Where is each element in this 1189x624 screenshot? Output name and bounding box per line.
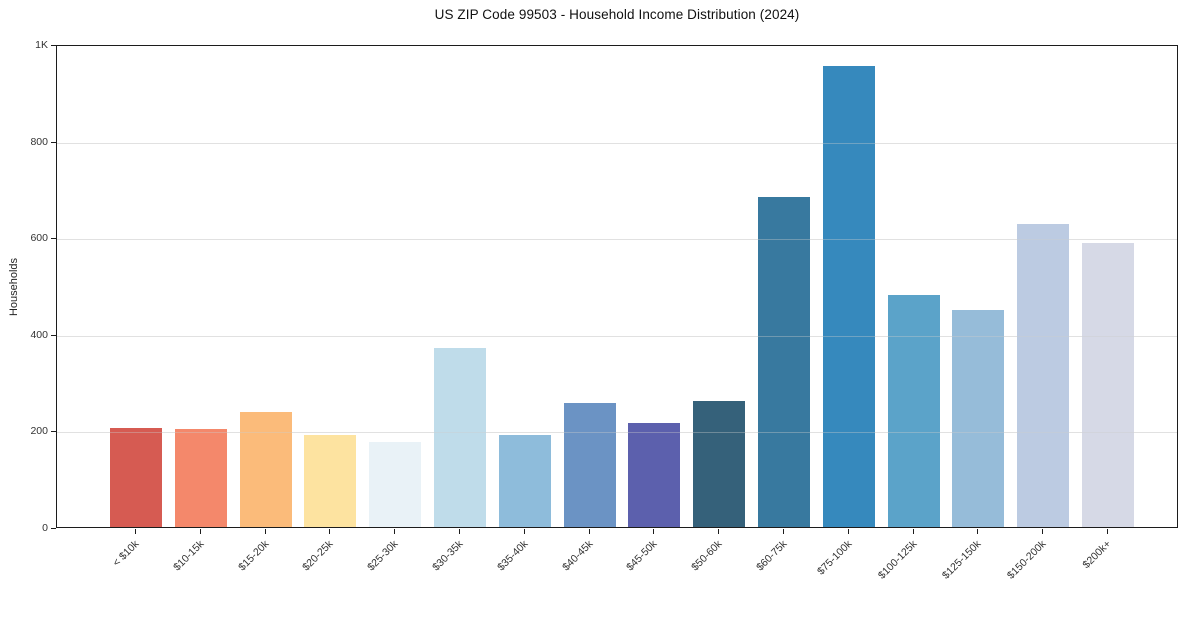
x-tick-mark [135, 529, 136, 534]
bar-20-25k [304, 434, 357, 527]
x-tick-mark [718, 529, 720, 534]
gridline [57, 335, 1177, 337]
y-tick-label: 0 [42, 522, 48, 534]
gridline [57, 432, 1177, 434]
bar-50-60k [693, 400, 746, 527]
gridline [57, 239, 1177, 241]
bar-25-30k [369, 442, 422, 527]
income-distribution-chart: US ZIP Code 99503 - Household Income Dis… [8, 7, 1178, 582]
x-tick-mark [523, 529, 525, 534]
plot-area [56, 45, 1178, 528]
x-tick-mark [783, 529, 784, 534]
x-tick-mark [977, 529, 979, 534]
chart-title: US ZIP Code 99503 - Household Income Dis… [434, 7, 800, 22]
x-tick-mark [847, 529, 849, 534]
y-tick-label: 600 [30, 232, 48, 245]
gridline [57, 239, 1177, 241]
bar-10-15k [174, 429, 227, 527]
y-tick-label: 400 [30, 328, 48, 341]
y-tick-label: 200 [30, 425, 48, 438]
bar-45-50k [628, 422, 681, 527]
x-tick-mark [394, 529, 396, 534]
y-tick-label: 800 [30, 135, 48, 148]
bar-40-45k [563, 403, 616, 527]
y-tick-mark [51, 431, 56, 433]
gridline [57, 432, 1177, 434]
y-tick-mark [51, 528, 56, 529]
y-tick-label: 1K [35, 39, 48, 51]
x-tick-mark [459, 529, 460, 534]
x-tick-mark [912, 529, 914, 534]
bar-60-75k [758, 196, 810, 527]
bar-15-20k [239, 412, 292, 527]
x-tick-mark [588, 529, 590, 534]
x-tick-mark [264, 529, 266, 534]
x-tick-mark [199, 529, 201, 534]
bar-30-35k [434, 347, 486, 527]
gridline [57, 142, 1177, 144]
y-tick-mark [51, 334, 56, 336]
x-tick-mark [1107, 529, 1108, 534]
y-tick-mark [51, 141, 56, 143]
y-tick-mark [51, 45, 56, 46]
x-tick-mark [329, 529, 331, 534]
x-tick-mark [1042, 529, 1044, 534]
x-tick-mark [653, 529, 655, 534]
gridline [57, 335, 1177, 337]
bar-100-125k [887, 294, 940, 527]
bar-75-100k [822, 66, 875, 527]
bar-10k [110, 427, 162, 527]
bar-125-150k [952, 309, 1005, 527]
bar-150-200k [1017, 224, 1070, 527]
y-tick-mark [51, 238, 56, 240]
bar-200k [1082, 243, 1134, 527]
y-axis-label: Households [8, 257, 20, 317]
gridline [57, 142, 1177, 144]
bar-35-40k [498, 435, 551, 527]
